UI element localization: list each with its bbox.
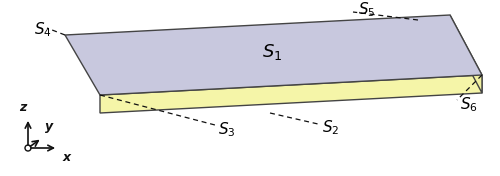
Text: $\boldsymbol{S_3}$: $\boldsymbol{S_3}$ bbox=[218, 121, 236, 139]
Text: $\boldsymbol{z}$: $\boldsymbol{z}$ bbox=[20, 101, 28, 114]
Text: $\boldsymbol{S_4}$: $\boldsymbol{S_4}$ bbox=[34, 21, 52, 39]
Polygon shape bbox=[65, 15, 482, 95]
Polygon shape bbox=[450, 15, 482, 93]
Text: $\boldsymbol{x}$: $\boldsymbol{x}$ bbox=[62, 151, 73, 164]
Text: $\boldsymbol{S_6}$: $\boldsymbol{S_6}$ bbox=[460, 96, 478, 114]
Text: $\boldsymbol{y}$: $\boldsymbol{y}$ bbox=[44, 121, 54, 135]
Text: $\boldsymbol{S_2}$: $\boldsymbol{S_2}$ bbox=[322, 119, 340, 137]
Text: $\boldsymbol{S_5}$: $\boldsymbol{S_5}$ bbox=[358, 1, 376, 19]
Text: $\boldsymbol{S_1}$: $\boldsymbol{S_1}$ bbox=[262, 42, 282, 62]
Polygon shape bbox=[100, 75, 482, 113]
